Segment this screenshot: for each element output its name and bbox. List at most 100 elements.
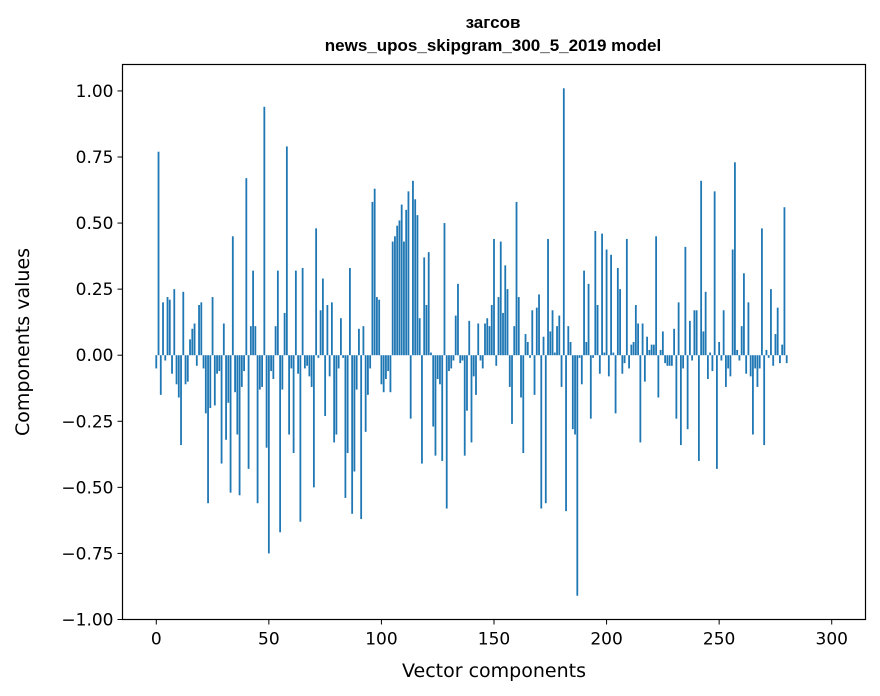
bar xyxy=(333,355,336,443)
bar xyxy=(576,355,579,596)
y-tick-label: 0.25 xyxy=(76,280,114,300)
bar xyxy=(752,355,754,435)
bar xyxy=(351,355,354,514)
bar xyxy=(218,355,221,372)
bar xyxy=(565,355,567,512)
bar xyxy=(459,355,462,364)
bar xyxy=(490,305,493,356)
x-tick-label: 300 xyxy=(816,630,848,650)
bar xyxy=(367,355,369,395)
x-axis-label: Vector components xyxy=(402,660,586,682)
bar xyxy=(340,318,342,356)
bar xyxy=(247,355,250,469)
bar xyxy=(594,231,597,356)
bar xyxy=(646,336,648,356)
bar xyxy=(439,355,441,385)
x-axis-ticks: 0 50 100 150 200 250 300 xyxy=(151,619,848,650)
bar xyxy=(616,268,619,356)
bar xyxy=(499,241,502,356)
bar xyxy=(276,270,279,356)
bar xyxy=(290,355,293,369)
bar xyxy=(668,355,671,366)
bar xyxy=(781,344,784,356)
bar xyxy=(684,246,687,356)
bar xyxy=(281,355,284,390)
bar xyxy=(387,355,390,372)
bar xyxy=(407,191,410,356)
bar xyxy=(614,355,617,414)
bar xyxy=(182,291,185,356)
x-tick-label: 100 xyxy=(365,630,397,650)
bar xyxy=(481,355,484,369)
bar xyxy=(466,355,468,411)
bar xyxy=(315,228,318,356)
bar xyxy=(321,278,324,356)
bar xyxy=(533,355,536,395)
bar xyxy=(279,355,282,533)
bar xyxy=(547,238,549,356)
bar xyxy=(580,355,583,385)
bar xyxy=(513,326,516,356)
bar xyxy=(722,310,725,356)
bar xyxy=(166,297,169,356)
bar xyxy=(157,151,160,356)
bar xyxy=(470,355,473,443)
bar xyxy=(274,326,277,356)
bar xyxy=(598,355,601,374)
bar xyxy=(686,355,689,430)
bar xyxy=(497,297,500,356)
bar xyxy=(294,270,297,356)
bar xyxy=(747,302,750,356)
bar xyxy=(403,241,405,356)
bar xyxy=(619,289,621,356)
bar xyxy=(592,355,594,358)
bar xyxy=(330,302,333,356)
bar xyxy=(520,355,522,398)
bar xyxy=(693,310,696,356)
x-tick-label: 150 xyxy=(478,630,510,650)
bar xyxy=(587,283,590,356)
bar xyxy=(567,326,570,356)
bar xyxy=(202,355,205,369)
bar xyxy=(562,88,565,356)
bar xyxy=(529,355,531,358)
bar xyxy=(159,355,162,395)
bar xyxy=(382,355,385,393)
bar xyxy=(258,355,261,390)
bar xyxy=(596,305,599,356)
bar xyxy=(472,355,475,377)
bar xyxy=(342,355,345,358)
bar xyxy=(461,355,464,361)
bar xyxy=(688,320,691,356)
bar xyxy=(186,355,189,382)
bar xyxy=(475,355,477,395)
bar xyxy=(416,215,419,356)
bar xyxy=(652,344,655,356)
bar xyxy=(713,191,716,356)
bar xyxy=(774,334,777,356)
bar xyxy=(711,355,714,372)
bar xyxy=(571,355,574,430)
bar xyxy=(337,355,340,369)
bar xyxy=(508,355,511,387)
bar xyxy=(526,342,529,356)
bar xyxy=(240,355,243,387)
x-tick-label: 250 xyxy=(703,630,735,650)
bar xyxy=(625,238,628,356)
bar xyxy=(405,209,408,356)
bar xyxy=(371,201,374,356)
bar xyxy=(479,355,482,361)
bar xyxy=(256,355,259,504)
bar xyxy=(502,312,504,356)
bar xyxy=(720,355,723,361)
bar xyxy=(180,355,182,446)
bar xyxy=(373,188,376,356)
bar xyxy=(353,355,356,472)
bar xyxy=(285,146,288,356)
bar xyxy=(171,355,173,374)
bar xyxy=(168,299,171,356)
bar xyxy=(234,355,236,393)
bar xyxy=(700,180,703,356)
bar xyxy=(702,331,705,356)
bar xyxy=(236,355,239,435)
